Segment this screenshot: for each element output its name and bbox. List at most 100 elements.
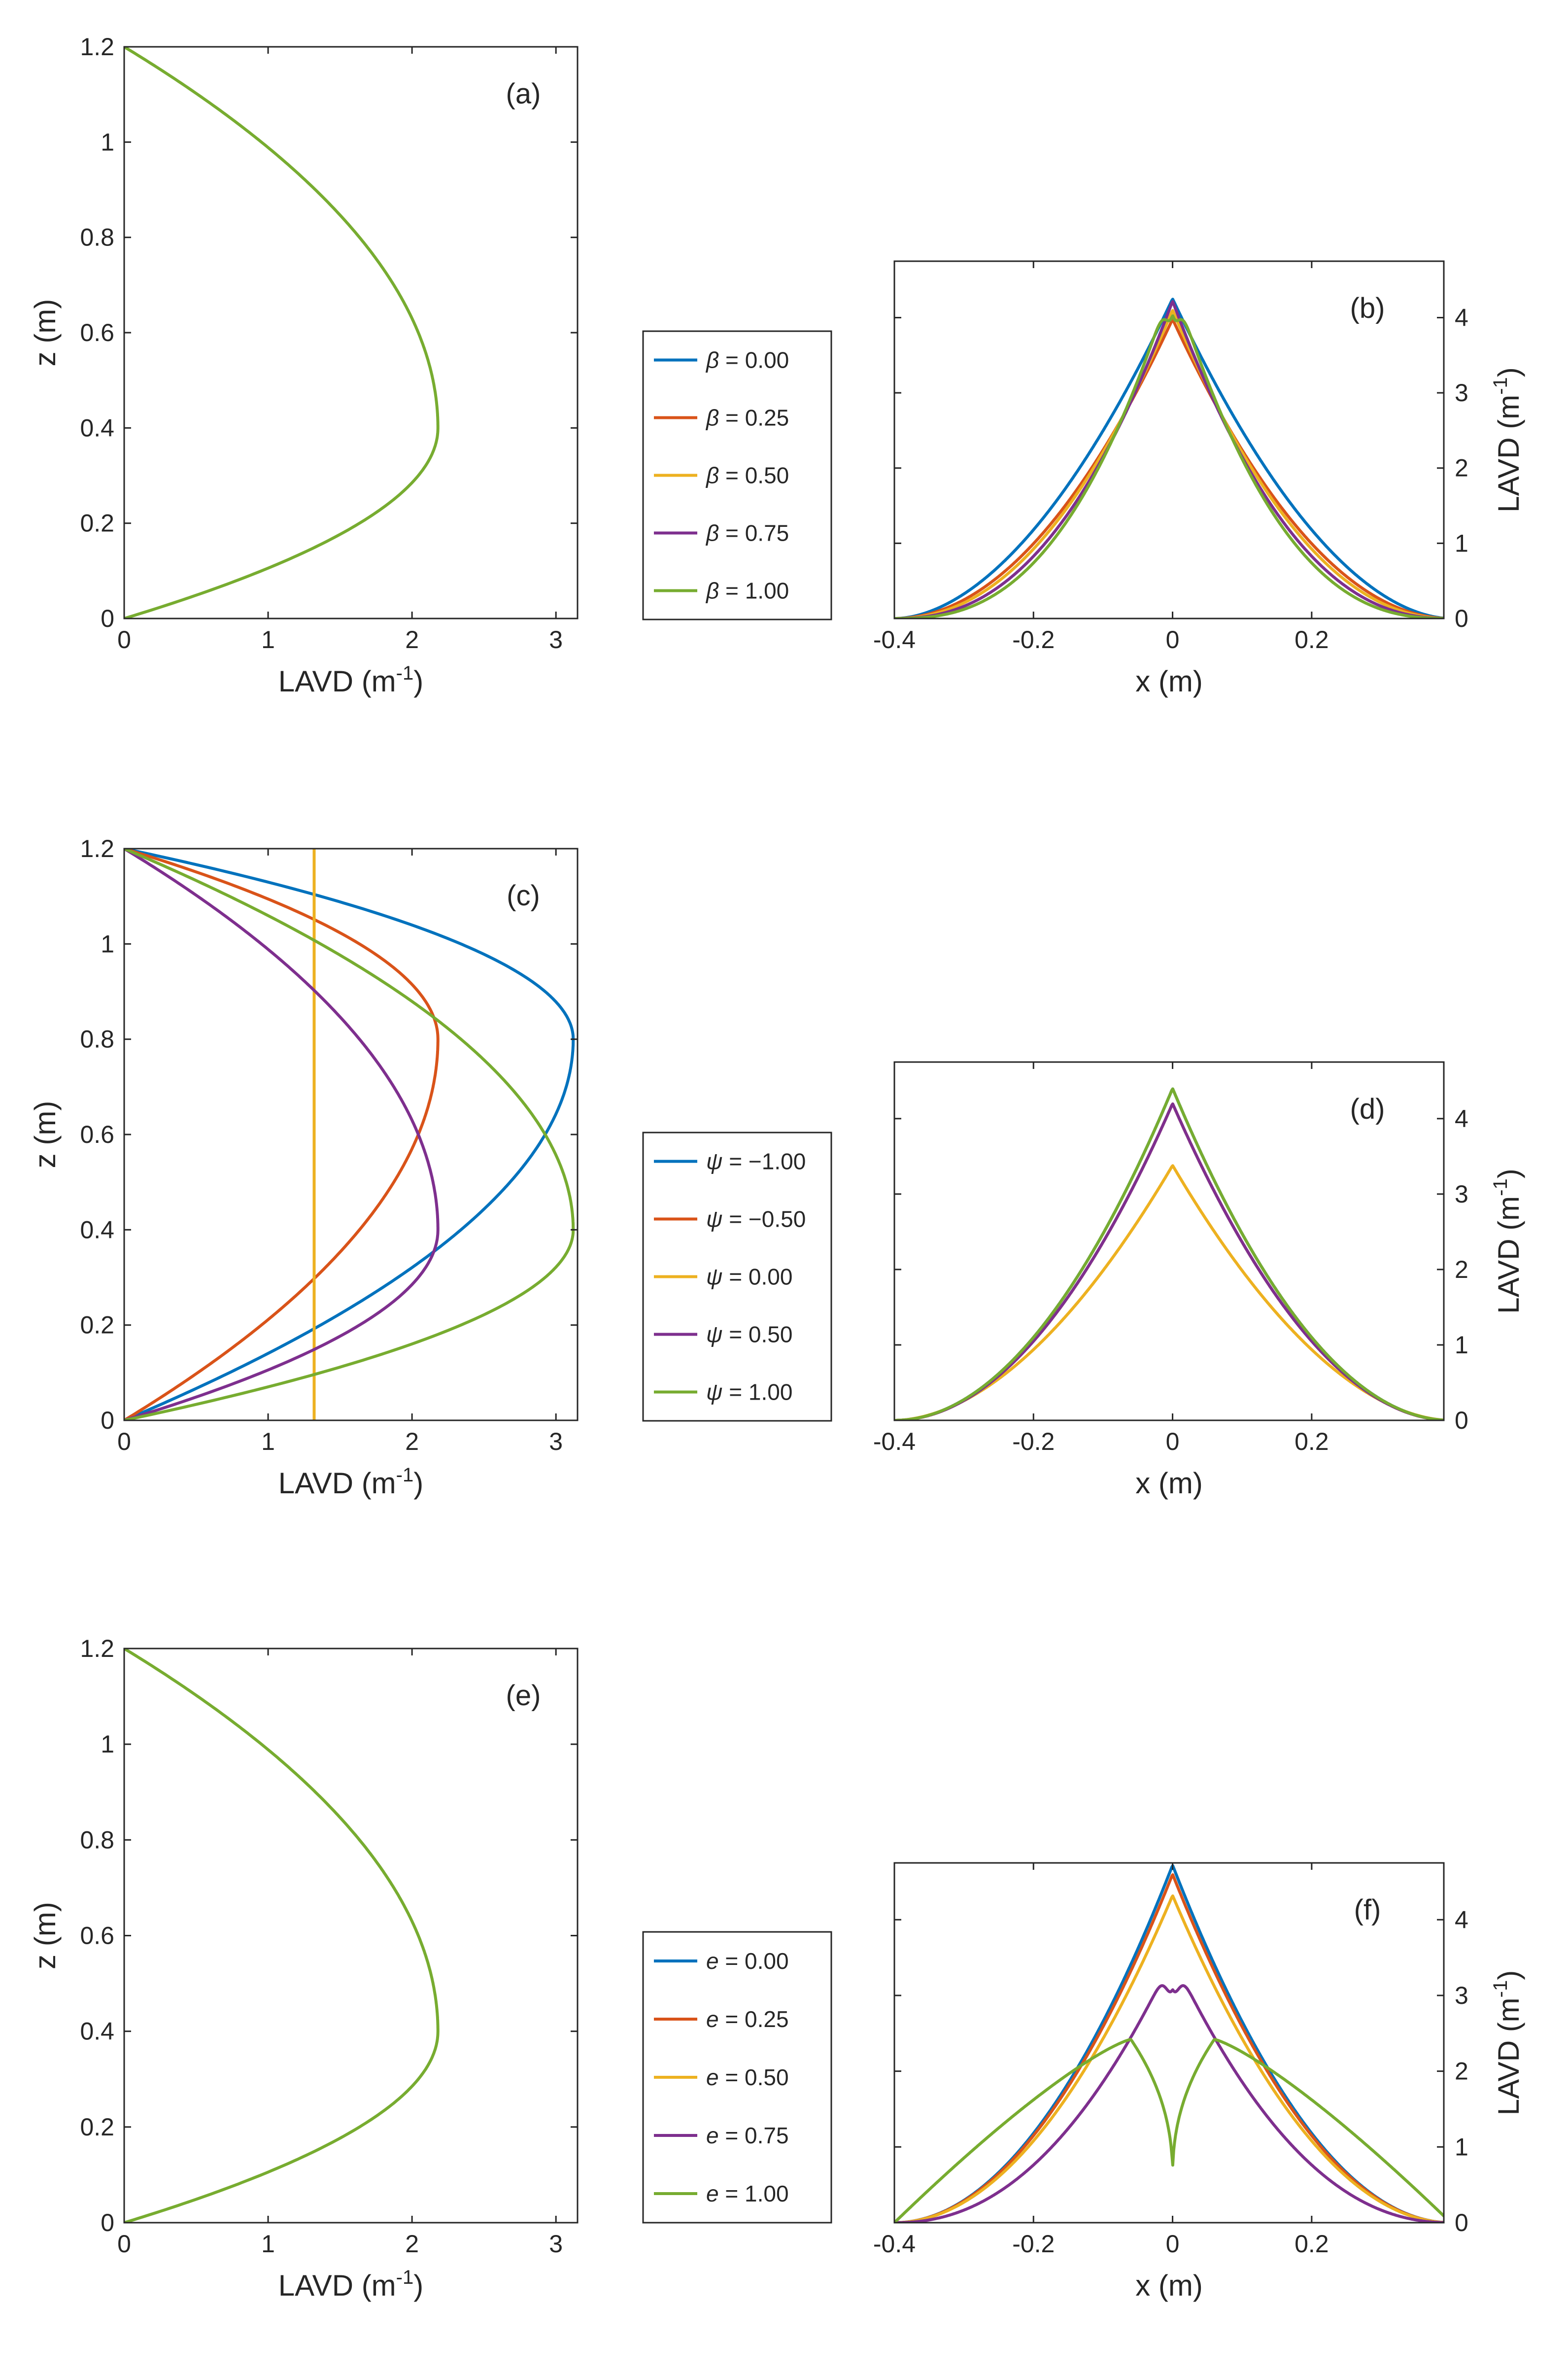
x-tick-label-2: 2 xyxy=(405,2230,419,2258)
legend-value: = 0.50 xyxy=(719,2064,789,2090)
legend-value: = 1.00 xyxy=(719,578,789,604)
x-tick-label-1: 1 xyxy=(261,2230,275,2258)
axes-frame xyxy=(893,1061,1445,1421)
y-axis-label: z (m) xyxy=(29,1101,62,1169)
y-tick-label-0: 0 xyxy=(1455,2209,1468,2236)
series-line-b-4 xyxy=(894,314,1444,619)
legend-symbol: e xyxy=(706,2181,719,2206)
series-line-e-0 xyxy=(124,1649,440,2223)
legend-value: = 0.50 xyxy=(719,463,789,488)
series-line-f-4 xyxy=(894,2038,1444,2223)
y-tick-label-0: 0 xyxy=(101,2209,114,2236)
y-axis-label-sup: -1 xyxy=(1490,1980,1511,1998)
panel-c: 0 1 2 3 0 0.2 0.4 0.6 0.8 1 1.2 LAVD (m-1) z (m) (c) xyxy=(29,835,579,1500)
legend: β = 0.00β = 0.25β = 0.50β = 0.75β = 1.00 xyxy=(642,330,832,620)
x-tick-label-0: 0 xyxy=(1166,1428,1180,1455)
x-axis-label: LAVD (m-1) xyxy=(278,662,423,698)
x-tick-label-m0p4: -0.4 xyxy=(873,1428,916,1455)
x-axis-label-close: ) xyxy=(413,1467,423,1500)
x-axis-label-text: LAVD (m xyxy=(278,1467,396,1500)
y-tick-label-1: 1 xyxy=(1455,1331,1468,1359)
legend-entry-0: ψ = −1.00 xyxy=(706,1149,806,1174)
y-axis-label-sup: -1 xyxy=(1490,1178,1511,1196)
y-tick-label-0p4: 0.4 xyxy=(80,1216,114,1243)
x-tick-label-0p2: 0.2 xyxy=(1295,626,1329,653)
legend-value: = 1.00 xyxy=(719,2181,789,2206)
series-line-f-1 xyxy=(894,1873,1444,2223)
x-tick-label-m0p2: -0.2 xyxy=(1012,1428,1055,1455)
series-line-a-0 xyxy=(124,47,440,619)
series-line-c-3 xyxy=(124,849,440,1420)
x-tick-label-m0p4: -0.4 xyxy=(873,626,916,653)
y-axis-label-text: LAVD (m xyxy=(1492,1997,1525,2115)
y-tick-label-4: 4 xyxy=(1455,1906,1468,1933)
legend-value: = 0.25 xyxy=(719,2006,789,2032)
x-axis-label-sup: -1 xyxy=(396,662,414,684)
legend-entry-3: β = 0.75 xyxy=(705,520,789,546)
panel-label-a: (a) xyxy=(506,78,541,110)
y-tick-label-0p8: 0.8 xyxy=(80,224,114,251)
series-group xyxy=(124,47,440,619)
x-tick-label-m0p4: -0.4 xyxy=(873,2230,916,2258)
x-axis-label: x (m) xyxy=(1135,2269,1203,2302)
x-tick-label-2: 2 xyxy=(405,626,419,653)
y-axis-label-sup: -1 xyxy=(1490,377,1511,395)
panel-a: 0 1 2 3 0 0.2 0.4 0.6 0.8 1 1.2 LAVD (m-1) z (m) (a) xyxy=(29,33,579,698)
y-tick-label-1p2: 1.2 xyxy=(80,835,114,862)
x-tick-label-0p2: 0.2 xyxy=(1295,1428,1329,1455)
x-axis-label: LAVD (m-1) xyxy=(278,2267,423,2302)
legend-value: = −1.00 xyxy=(722,1149,806,1174)
y-tick-label-4: 4 xyxy=(1455,1105,1468,1133)
y-axis-label-close: ) xyxy=(1492,367,1525,377)
y-tick-label-0p2: 0.2 xyxy=(80,2113,114,2141)
series-group xyxy=(894,298,1444,619)
y-tick-label-0p2: 0.2 xyxy=(80,1311,114,1339)
x-tick-label-3: 3 xyxy=(549,2230,563,2258)
legend-symbol: ψ xyxy=(706,1206,722,1232)
series-group xyxy=(124,1649,440,2223)
panel-e: 0 1 2 3 0 0.2 0.4 0.6 0.8 1 1.2 LAVD (m-1) z (m) (e) xyxy=(29,1635,579,2302)
y-tick-label-0: 0 xyxy=(101,605,114,632)
panel-label-c: (c) xyxy=(507,880,540,912)
series-group xyxy=(894,1864,1444,2223)
panel-label-d: (d) xyxy=(1350,1093,1385,1125)
series-line-d-4 xyxy=(894,1087,1444,1420)
series-line-b-2 xyxy=(894,309,1444,619)
x-tick-label-0: 0 xyxy=(1166,626,1180,653)
legend-entry-4: β = 1.00 xyxy=(705,578,789,604)
y-tick-label-1: 1 xyxy=(101,930,114,958)
panel-label-f: (f) xyxy=(1354,1894,1381,1926)
x-tick-label-0: 0 xyxy=(117,626,131,653)
panel-label-e: (e) xyxy=(506,1680,541,1712)
legend-entry-2: β = 0.50 xyxy=(705,463,789,488)
y-axis-label: LAVD (m-1) xyxy=(1490,1970,1525,2115)
legend-symbol: ψ xyxy=(706,1322,722,1347)
x-tick-label-0: 0 xyxy=(117,2230,131,2258)
y-tick-label-0p4: 0.4 xyxy=(80,2018,114,2045)
series-line-b-3 xyxy=(894,300,1444,619)
legend-value: = 0.00 xyxy=(719,347,789,373)
y-tick-label-2: 2 xyxy=(1455,454,1468,482)
y-tick-label-0p4: 0.4 xyxy=(80,414,114,442)
x-tick-label-m0p2: -0.2 xyxy=(1012,2230,1055,2258)
legend: ψ = −1.00ψ = −0.50ψ = 0.00ψ = 0.50ψ = 1.… xyxy=(642,1132,832,1422)
legend-entry-3: ψ = 0.50 xyxy=(706,1322,792,1347)
axes-frame xyxy=(893,260,1445,619)
legend-symbol: e xyxy=(706,2064,719,2090)
legend-symbol: β xyxy=(705,347,719,373)
x-axis-label: LAVD (m-1) xyxy=(278,1464,423,1500)
y-axis-label-close: ) xyxy=(1492,1970,1525,1980)
legend-value: = 0.50 xyxy=(722,1322,792,1347)
series-group xyxy=(124,849,575,1420)
legend: e = 0.00e = 0.25e = 0.50e = 0.75e = 1.00 xyxy=(642,1931,832,2224)
legend-symbol: e xyxy=(706,2123,719,2148)
y-tick-label-3: 3 xyxy=(1455,1982,1468,2009)
legend-value: = −0.50 xyxy=(722,1206,806,1232)
legend-symbol: β xyxy=(705,405,719,431)
series-line-b-1 xyxy=(894,318,1444,619)
x-tick-label-1: 1 xyxy=(261,626,275,653)
legend-symbol: β xyxy=(705,520,719,546)
legend-symbol: ψ xyxy=(706,1149,722,1174)
x-tick-label-m0p2: -0.2 xyxy=(1012,626,1055,653)
